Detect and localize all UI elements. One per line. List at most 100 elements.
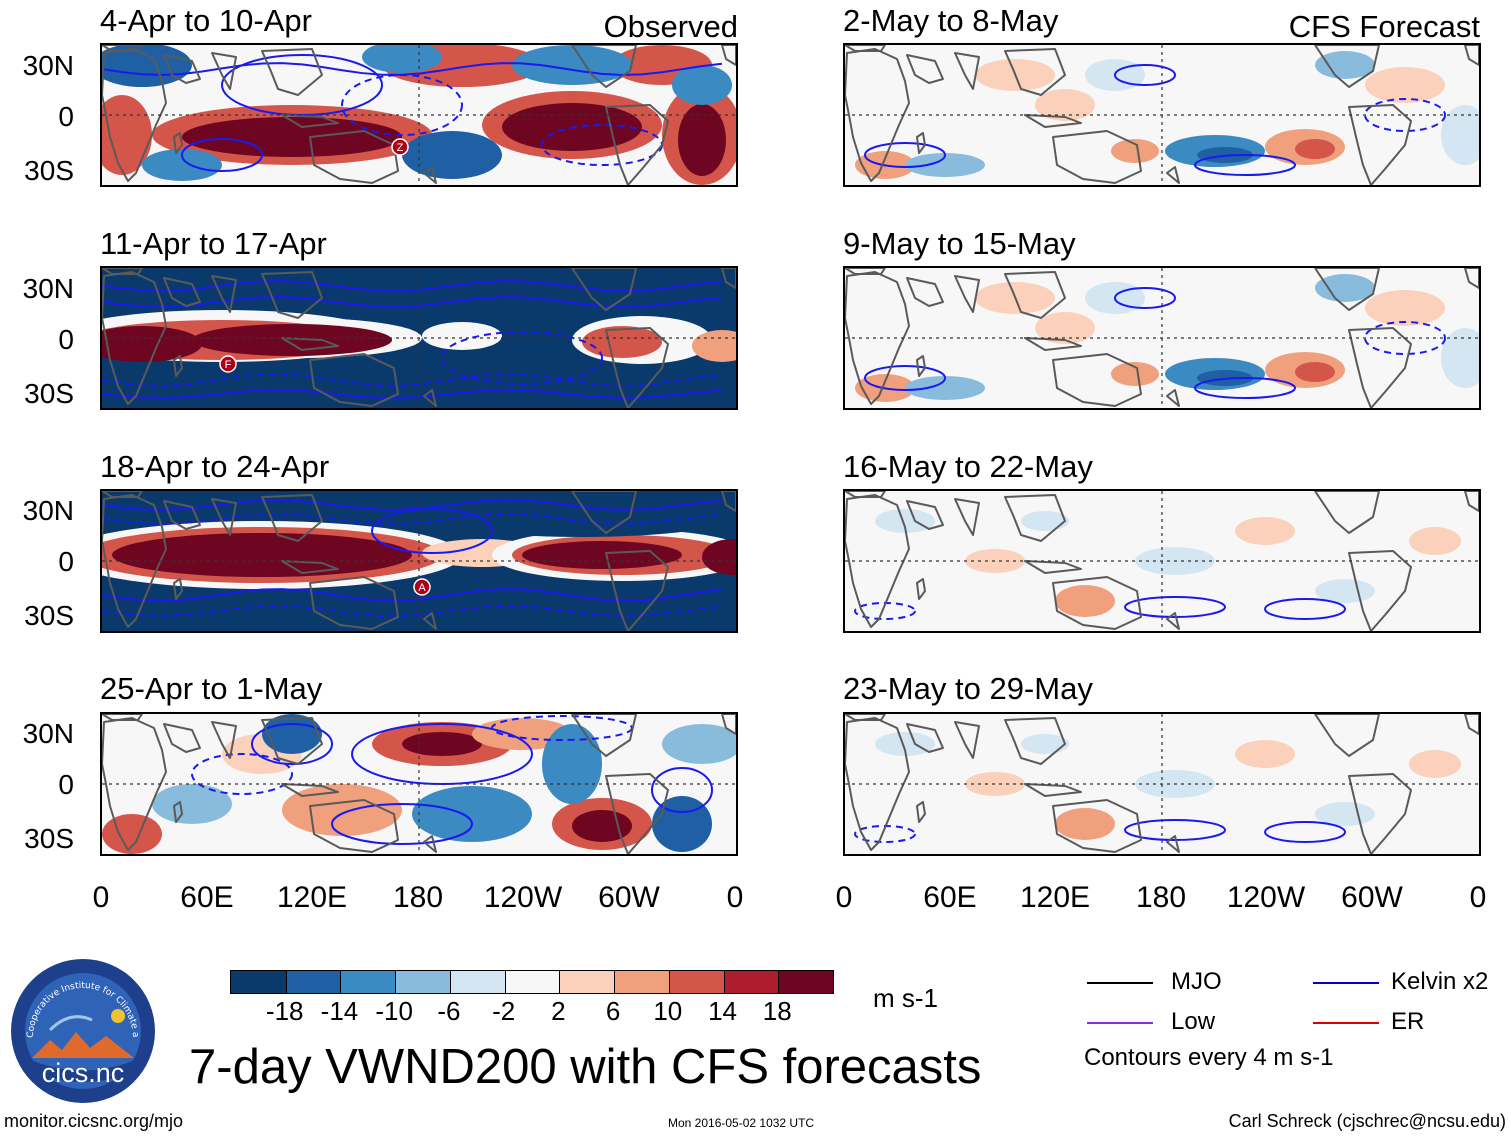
kelvin-contour — [1364, 321, 1446, 355]
anomaly-patch — [1235, 740, 1295, 768]
anomaly-patch — [662, 724, 736, 764]
colorbar-swatch — [778, 971, 833, 993]
lon-label: 180 — [1135, 881, 1187, 914]
coastline — [954, 52, 980, 90]
kelvin-contour — [1364, 98, 1446, 132]
anomaly-patch — [1315, 51, 1375, 79]
storm-marker-letter: A — [418, 582, 426, 594]
coastline — [309, 576, 399, 630]
coastline — [1348, 773, 1412, 854]
coastline — [571, 45, 637, 88]
coastline — [281, 337, 339, 351]
colorbar-swatch — [614, 971, 669, 993]
coastline — [1348, 327, 1412, 408]
coastline — [605, 327, 669, 408]
footer-timestamp: Mon 2016-05-02 1032 UTC — [668, 1116, 815, 1130]
colorbar-unit: m s-1 — [873, 983, 938, 1013]
coastline — [954, 721, 980, 759]
coastline — [906, 277, 944, 307]
forecast-panel-title-2: 9-May to 15-May — [843, 226, 1076, 261]
lat-label-30n: 30N — [22, 50, 74, 81]
lat-label-30s: 30S — [24, 823, 74, 854]
kelvin-contour — [181, 138, 263, 172]
coastline — [571, 491, 637, 534]
anomaly-patch — [1235, 517, 1295, 545]
lat-label-30s: 30S — [24, 378, 74, 409]
lat-label-30n: 30N — [22, 273, 74, 304]
coastline — [211, 721, 237, 759]
anomaly-patch — [402, 732, 482, 756]
anomaly-patch — [182, 117, 402, 157]
coastline — [845, 268, 886, 275]
forecast-panel-title-1: 2-May to 8-May — [843, 3, 1059, 38]
anomaly-patch — [905, 153, 985, 177]
lon-label: 0 — [1469, 881, 1487, 914]
map-panel-observed-4 — [100, 712, 738, 856]
coastline — [261, 271, 323, 319]
lat-label-30n: 30N — [22, 495, 74, 526]
anomaly-patch — [192, 324, 392, 356]
coastline — [102, 271, 167, 405]
map-panel-forecast-2 — [843, 266, 1481, 410]
anomaly-patch — [402, 131, 502, 179]
coastline — [1024, 783, 1082, 797]
anomaly-patch — [875, 732, 935, 756]
coastline — [423, 166, 437, 184]
coastline — [1314, 491, 1380, 534]
lon-label: 120E — [1019, 881, 1091, 914]
coastline — [423, 612, 437, 630]
coastline — [1464, 491, 1479, 512]
anomaly-patch — [652, 796, 712, 852]
coastline — [173, 132, 183, 154]
anomaly-patch — [432, 497, 732, 537]
coastline — [954, 275, 980, 313]
anomaly-patch — [572, 810, 632, 842]
kelvin-contour — [251, 723, 333, 765]
coastline — [845, 48, 910, 182]
anomaly-patch — [1295, 362, 1335, 382]
coastline — [1166, 835, 1180, 853]
coastline — [1314, 714, 1380, 757]
coastline — [605, 773, 669, 854]
anomaly-patch — [412, 786, 532, 842]
anomaly-patch — [142, 149, 222, 181]
coastline — [906, 500, 944, 530]
coastline — [916, 578, 926, 600]
lon-label: 60W — [1341, 881, 1403, 914]
coastline — [211, 275, 237, 313]
coastline — [261, 717, 323, 765]
lon-label: 120W — [1226, 881, 1306, 914]
map-layer — [845, 491, 1479, 631]
coastline — [916, 132, 926, 154]
coastline — [721, 268, 736, 289]
coastline — [102, 268, 143, 275]
coastline — [954, 498, 980, 536]
anomaly-patch — [1365, 67, 1445, 103]
coastline — [102, 717, 167, 851]
coastline — [102, 48, 167, 182]
kelvin-contour — [1264, 598, 1346, 620]
coastline — [1166, 166, 1180, 184]
lon-label: 0 — [92, 881, 110, 914]
kelvin-contour — [1264, 821, 1346, 843]
kelvin-contour — [371, 508, 493, 554]
coastline — [1052, 799, 1142, 853]
coastline — [163, 723, 201, 753]
coastline — [102, 491, 143, 498]
kelvin-contour — [441, 331, 603, 385]
lon-label: 120E — [276, 881, 348, 914]
kelvin-contour — [1194, 154, 1296, 176]
anomaly-patch — [1295, 139, 1335, 159]
coastline — [906, 54, 944, 84]
anomaly-patch — [512, 45, 632, 85]
kelvin-contour — [1114, 64, 1176, 86]
map-layer: F — [102, 268, 736, 408]
anomaly-patch — [1021, 734, 1069, 754]
anomaly-patch — [1365, 290, 1445, 326]
colorbar-swatch — [559, 971, 615, 993]
coastline — [173, 355, 183, 377]
anomaly-patch — [262, 714, 322, 754]
cics-logo: Cooperative Institute for Climate and Sa… — [7, 951, 156, 1104]
kelvin-contour — [864, 365, 946, 391]
observed-panel-title-4: 25-Apr to 1-May — [100, 671, 323, 706]
